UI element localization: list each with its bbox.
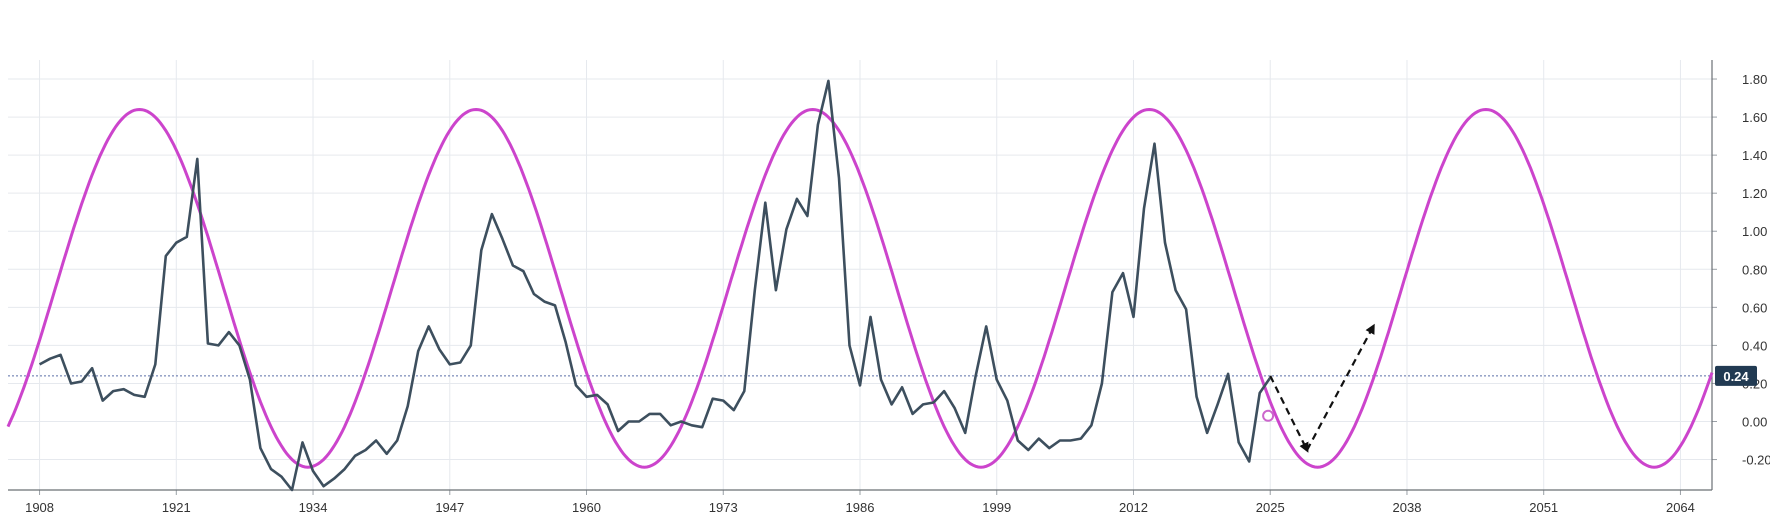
y-tick-label: 1.40	[1742, 148, 1767, 163]
x-tick-label: 1986	[846, 500, 875, 515]
y-tick-label: 1.20	[1742, 186, 1767, 201]
y-tick-label: 1.60	[1742, 110, 1767, 125]
y-tick-label: 0.00	[1742, 415, 1767, 430]
y-tick-label: 1.00	[1742, 224, 1767, 239]
y-tick-label: -0.20	[1742, 453, 1770, 468]
x-tick-label: 1934	[299, 500, 328, 515]
x-tick-label: 2038	[1393, 500, 1422, 515]
data-line	[38, 79, 1272, 492]
current-value-label: 0.24	[1723, 369, 1749, 384]
x-tick-label: 2012	[1119, 500, 1148, 515]
x-tick-label: 1921	[162, 500, 191, 515]
y-tick-label: 0.80	[1742, 262, 1767, 277]
series	[6, 79, 1714, 492]
cycle-sine-line	[6, 107, 1714, 469]
x-tick-label: 1960	[572, 500, 601, 515]
annotations	[1262, 323, 1375, 453]
axes	[8, 60, 1717, 495]
current-value-badge	[1715, 365, 1757, 386]
x-tick-label: 2051	[1529, 500, 1558, 515]
x-tick-label: 1999	[982, 500, 1011, 515]
x-tick-label: 1973	[709, 500, 738, 515]
y-tick-label: 0.60	[1742, 300, 1767, 315]
marker-point	[1262, 409, 1275, 422]
y-tick-label: 0.40	[1742, 338, 1767, 353]
projection-arrow	[1269, 375, 1309, 453]
y-tick-label: 1.80	[1742, 72, 1767, 87]
x-tick-label: 2025	[1256, 500, 1285, 515]
x-tick-label: 1947	[435, 500, 464, 515]
grid	[8, 60, 1712, 490]
x-tick-label: 2064	[1666, 500, 1695, 515]
labels: 1.801.601.401.201.000.800.600.400.200.00…	[25, 72, 1770, 515]
x-tick-label: 1908	[25, 500, 54, 515]
